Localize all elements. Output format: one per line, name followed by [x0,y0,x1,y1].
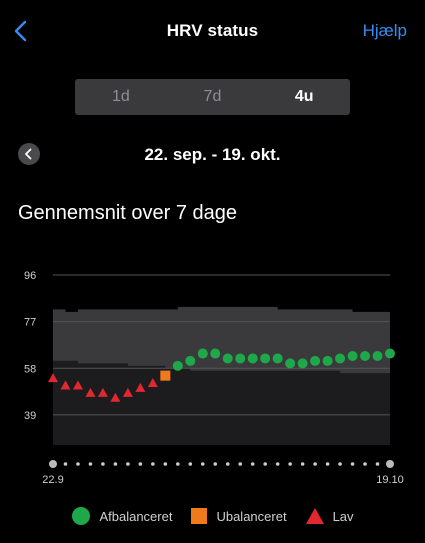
date-range-label: 22. sep. - 19. okt. [144,145,281,164]
x-axis-dot [126,462,130,466]
x-axis-dot [188,462,193,466]
x-axis-dot [300,462,305,466]
data-point-low [48,373,58,383]
x-axis-dot [325,462,330,466]
x-axis-dot [225,462,230,466]
x-axis-end-dot [49,460,57,468]
x-axis-dot [350,462,355,466]
chevron-left-icon [25,148,32,160]
x-axis-dot [238,462,243,466]
data-point-low [60,380,71,390]
x-axis-dot [63,462,68,466]
segment-7d[interactable]: 7d [203,88,222,105]
back-button[interactable] [10,16,34,46]
chart-legend: Afbalanceret Ubalanceret Lav [0,506,425,526]
y-tick-label: 58 [24,363,36,375]
data-point-low [72,380,83,390]
x-axis-dot [375,462,380,466]
data-point-balanced [322,355,333,366]
data-point-balanced [185,355,196,366]
data-point-balanced [260,353,271,364]
x-axis-dot [176,462,180,466]
red-triangle-icon [305,508,324,524]
y-tick-label: 39 [24,410,36,422]
legend-label: Ubalanceret [216,508,287,524]
orange-square-icon [191,508,208,524]
data-point-balanced [335,353,346,364]
x-axis-dot [151,462,155,466]
section-title: Gennemsnit over 7 dage [18,202,238,224]
data-point-low [110,392,121,402]
segment-1d[interactable]: 1d [111,88,130,105]
legend-item-balanced: Afbalanceret [71,506,172,526]
x-axis-dot [101,462,105,466]
y-tick-label: 77 [24,317,36,329]
header: HRV status Hjælp [0,0,425,62]
x-axis-dot [163,462,168,466]
x-axis-dot [200,462,205,466]
x-axis-dot [363,462,367,466]
x-axis-dot [338,462,342,466]
x-axis-dot [288,462,292,466]
help-link[interactable]: Hjælp [362,21,407,40]
chevron-left-icon [14,20,27,42]
data-point-balanced [172,360,183,371]
legend-label: Lav [332,508,354,524]
data-point-balanced [310,355,321,366]
data-point-low [122,387,133,397]
data-point-balanced [235,353,246,364]
data-point-low [147,378,158,387]
hrv-chart: 96 77 58 39 22.9 19.10 [24,270,404,485]
period-segmented-control: 1d 7d 4u [75,79,350,115]
x-axis-dot [113,462,118,466]
page-title: HRV status [166,21,259,40]
x-tick-label: 22.9 [42,474,63,485]
data-point-balanced [285,358,296,369]
data-point-balanced [347,351,358,361]
data-point-balanced [372,351,383,361]
data-point-balanced [197,348,208,359]
data-point-low [97,387,108,397]
baseline-band [53,306,390,374]
x-axis-dot [263,462,267,466]
data-point-balanced [222,353,233,364]
x-axis-dot [88,462,93,466]
x-tick-label: 19.10 [376,474,404,485]
x-axis-dot [138,462,143,466]
green-circle-icon [72,507,91,525]
y-tick-label: 96 [24,270,36,282]
data-point-balanced [247,353,258,364]
segment-4u[interactable]: 4u [294,88,314,105]
data-point-balanced [297,358,308,369]
data-point-balanced [210,348,221,359]
x-axis-dot [250,462,255,466]
legend-item-unbalanced: Ubalanceret [190,506,287,526]
legend-label: Afbalanceret [99,508,173,524]
plot-lower-area [53,360,390,445]
data-point-unbalanced [160,370,171,381]
legend-item-low: Lav [305,506,354,526]
x-axis-dot [76,462,80,466]
x-axis-dot [275,462,280,466]
x-axis-dot [213,462,218,466]
data-point-balanced [360,351,371,361]
x-axis-dot [313,462,317,466]
data-point-balanced [272,353,283,364]
previous-period-button[interactable] [18,143,40,165]
data-point-balanced [385,348,395,359]
data-point-low [85,387,96,397]
data-point-low [135,382,146,392]
x-axis-end-dot [386,460,394,468]
